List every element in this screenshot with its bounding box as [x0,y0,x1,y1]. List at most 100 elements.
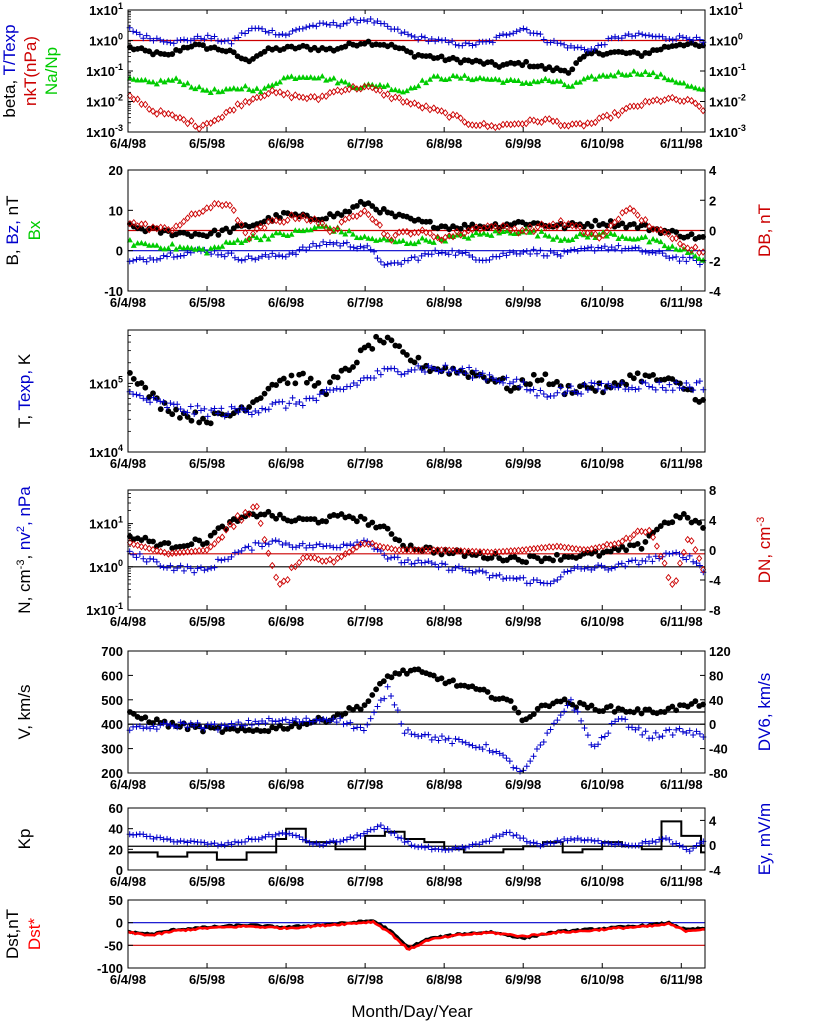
data-point [561,543,568,552]
panel-frame [127,650,706,774]
data-point [476,372,483,379]
data-point [619,537,626,545]
data-point [673,253,680,260]
data-point [657,523,664,529]
data-point [174,401,181,408]
data-point [242,838,249,845]
data-point [519,226,526,235]
data-point [373,541,380,550]
data-point [411,843,418,850]
data-point [567,696,574,703]
data-point [517,383,524,390]
data-point [207,230,214,237]
data-point [517,250,524,257]
x-tick-label: 6/9/98 [505,874,541,889]
data-point [649,33,656,40]
y2-axis-label: Ey, mV/m [755,803,774,875]
data-point [465,120,472,129]
data-point [388,531,395,537]
data-point [652,386,659,393]
y2-tick-label: -4 [709,863,721,878]
data-point [653,542,660,550]
data-point [654,526,660,533]
data-point [511,705,518,711]
data-point [174,724,181,731]
data-point [288,73,295,79]
x-tick-label: 6/7/98 [347,136,383,151]
data-point [452,252,459,259]
data-point [550,117,557,126]
data-point [493,377,500,384]
data-point [255,409,262,416]
data-point [426,76,433,82]
data-point [553,234,560,240]
data-point [238,239,245,246]
data-point [398,261,405,268]
data-point [432,247,439,254]
y2-tick-label: 1x10-1 [709,62,746,79]
data-point [242,237,249,243]
data-point [369,692,376,698]
data-point [604,222,610,229]
data-point [533,30,540,37]
data-point [200,87,207,93]
data-point [452,564,459,571]
data-point [449,366,456,373]
data-point [669,550,676,557]
data-point [662,387,669,394]
data-point [630,207,637,215]
data-point [225,839,232,846]
data-point [307,375,314,382]
y-tick-label: 1x104 [89,443,123,460]
data-point [673,79,680,85]
data-point [442,36,449,43]
data-point [605,246,612,253]
data-point [338,77,345,84]
data-point [669,76,676,83]
data-point [407,546,414,554]
data-point [638,527,645,536]
data-point [530,246,537,253]
data-point [513,28,520,35]
data-point [187,838,194,845]
data-point [580,701,587,708]
data-point [615,384,622,391]
data-point [550,392,557,399]
data-point [503,252,510,259]
data-point [642,97,649,106]
data-point [167,722,174,729]
data-point [611,231,618,237]
data-point [608,720,615,727]
y2-tick-label: 40 [709,693,723,708]
data-point [176,221,183,229]
data-point [493,748,500,755]
data-point [673,234,680,243]
data-point [607,230,614,236]
data-point [615,235,622,241]
data-point [282,831,289,838]
data-point [500,31,507,38]
data-point [289,27,296,34]
data-point [656,379,663,386]
data-point [394,368,401,375]
data-point [696,378,703,385]
y2-tick-label: 2 [709,193,716,208]
data-point [319,92,326,100]
data-point [438,367,445,374]
data-point [683,34,690,41]
data-point [184,244,191,250]
data-point [401,839,408,846]
data-point [203,540,210,546]
data-point [542,371,549,378]
data-point [140,831,147,838]
data-point [642,68,649,75]
data-point [276,580,283,588]
data-point [208,251,215,258]
data-point [538,77,545,84]
data-point [150,545,156,554]
data-point [569,221,576,230]
data-point [550,557,556,564]
data-point [160,398,167,405]
data-point [221,722,228,729]
data-point [465,547,472,556]
